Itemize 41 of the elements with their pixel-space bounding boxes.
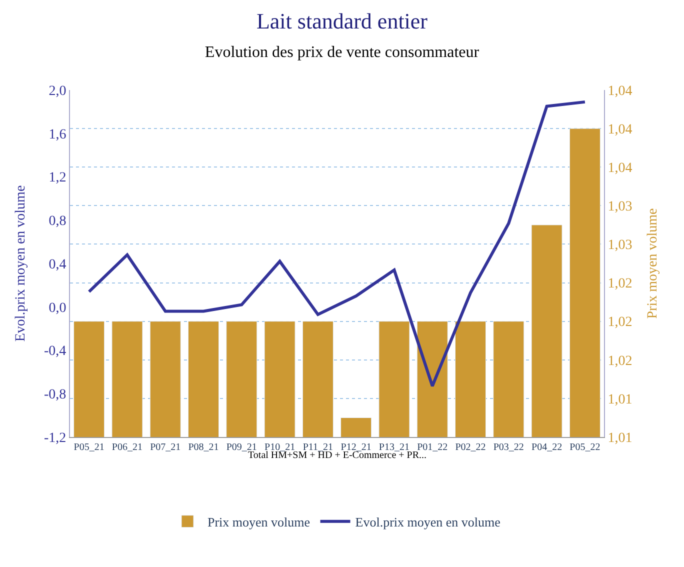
legend-label: Evol.prix moyen en volume: [355, 514, 501, 530]
x-tick-label: P01_22: [417, 442, 448, 453]
y-tick-label: 0,4: [48, 257, 66, 272]
y-tick-label: -0,8: [44, 388, 66, 403]
legend-label: Prix moyen volume: [208, 514, 310, 530]
x-tick-label: P11_21: [302, 442, 334, 453]
y-tick-label: 1,6: [48, 127, 66, 142]
text: Total HM+SM + HD + E-Commerce + PR...: [248, 450, 427, 461]
y2-tick-label: 1,04: [608, 161, 632, 176]
x-tick-label: P05_22: [570, 442, 600, 453]
y2-tick-label: 1,01: [608, 392, 632, 408]
y-tick-label: 2,0: [48, 84, 66, 99]
x-tick-label: P13_21: [378, 442, 410, 453]
y2-tick-label: 1,02: [608, 354, 632, 369]
chart-subtitle: Evolution des prix de vente consommateur: [204, 44, 480, 61]
y-tick-label: 1,2: [48, 170, 66, 186]
y2-tick-label: 1,04: [608, 84, 632, 99]
y2-tick-label: 1,01: [608, 430, 632, 446]
x-tick-label: P02_22: [455, 442, 486, 453]
chart-title: Lait standard entier: [256, 8, 428, 34]
x-tick-label: P04_22: [532, 442, 562, 453]
x-tick-label: P06_21: [112, 442, 142, 453]
y-tick-label: -0,4: [44, 344, 66, 360]
y-tick-label: -1,2: [44, 430, 66, 446]
line-series: [88, 100, 586, 388]
y-tick-label: 0,0: [48, 300, 66, 316]
x-tick-label: P09_21: [226, 442, 257, 453]
y2-axis-title: Prix moyen volume: [646, 208, 661, 319]
y2-tick-label: 1,03: [608, 238, 632, 254]
y2-tick-label: 1,02: [608, 315, 632, 330]
x-tick-label: P08_21: [188, 442, 219, 453]
y-axis-title: Evol.prix moyen en volume: [14, 185, 29, 342]
x-tick-label: P05_21: [74, 442, 104, 453]
y2-tick-label: 1,04: [608, 122, 632, 138]
x-tick-label: P10_21: [264, 442, 296, 453]
y2-tick-label: 1,02: [608, 276, 632, 292]
y-tick-label: 0,8: [48, 214, 66, 230]
x-tick-label: P03_22: [493, 442, 524, 453]
y2-tick-label: 1,03: [608, 200, 632, 215]
x-tick-label: P07_21: [150, 442, 181, 453]
x-tick-label: P12_21: [340, 442, 372, 453]
